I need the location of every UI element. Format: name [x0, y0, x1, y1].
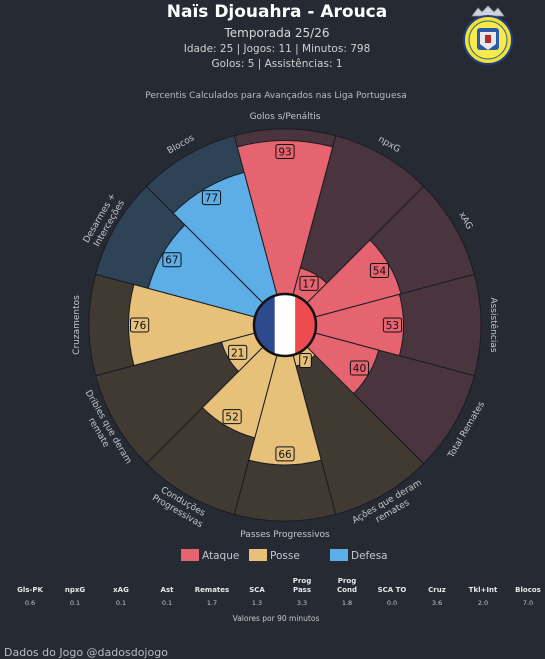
value-label-remates: 40 — [353, 363, 366, 375]
value-box-passes — [275, 446, 295, 462]
category-label-cruz: Cruzamentos — [72, 295, 82, 355]
value-box-dribles — [228, 344, 248, 360]
category-label-golos: Golos s/Penáltis — [250, 112, 321, 122]
value-box-xag — [369, 262, 390, 278]
value-box-remates — [349, 360, 370, 376]
value-label-cruz: 76 — [133, 320, 147, 332]
value-box-blocos — [201, 190, 222, 206]
legend-swatch-defesa — [330, 549, 348, 561]
value-label-assist: 53 — [386, 320, 399, 332]
legend: Ataque Posse Defesa — [181, 549, 388, 562]
stat-value: 0.6 — [25, 599, 35, 607]
arouca-crest-icon — [463, 5, 513, 65]
value-box-assist — [382, 317, 403, 333]
value-label-dribles: 21 — [231, 347, 244, 359]
stat-header: Blocos — [515, 586, 541, 594]
legend-label-ataque: Ataque — [202, 550, 239, 562]
season-text: Temporada 25/26 — [224, 26, 330, 40]
legend-swatch-ataque — [181, 549, 199, 561]
stat-header: Remates — [195, 586, 229, 594]
value-box-desarmes — [162, 252, 182, 268]
value-label-blocos: 77 — [205, 193, 218, 205]
value-box-cruz — [130, 317, 150, 333]
info-line-2: Golos: 5 | Assistências: 1 — [211, 58, 342, 70]
value-box-npxg — [299, 275, 319, 291]
page-title: Naïs Djouahra - Arouca — [167, 2, 387, 22]
category-label-xag: xAG — [456, 211, 474, 232]
stat-value: 7.0 — [523, 599, 533, 607]
stat-value: 1.7 — [207, 599, 217, 607]
info-line-1: Idade: 25 | Jogos: 11 | Minutos: 798 — [184, 43, 371, 55]
chart-subtitle: Percentis Calculados para Avançados nas … — [145, 91, 406, 101]
stat-header: SCA — [249, 586, 265, 594]
radar-chart: 93 17 54 53 40 7 66 52 21 76 67 77 Golos s/Penáltis n… — [72, 112, 499, 540]
stat-value: 2.0 — [478, 599, 488, 607]
legend-label-posse: Posse — [270, 550, 300, 562]
value-box-golos — [275, 144, 295, 160]
value-label-npxg: 17 — [302, 278, 315, 290]
stat-value: 0.1 — [162, 599, 172, 607]
category-label-assist: Assistências — [488, 297, 499, 352]
stat-header: Prog Cond — [337, 577, 357, 594]
stat-value: 1.3 — [252, 599, 262, 607]
stat-header: Cruz — [428, 586, 446, 594]
legend-swatch-posse — [249, 549, 267, 561]
stats-caption: Valores por 90 minutos — [233, 614, 320, 623]
stats-table: Gls-PK 0.6 npxG 0.1 xAG 0.1 Ast 0.1 Remates 1.7 SC… — [17, 577, 541, 607]
france-flag-icon — [252, 292, 318, 358]
stat-header: Ast — [161, 586, 175, 594]
value-label-conducoes: 52 — [225, 412, 238, 424]
value-label-passes: 66 — [278, 449, 292, 461]
stat-header: Prog Pass — [293, 577, 311, 594]
value-label-acoes: 7 — [302, 356, 309, 368]
value-label-golos: 93 — [278, 147, 291, 159]
stat-header: Tkl+Int — [469, 586, 498, 594]
stat-header: SCA TO — [378, 586, 407, 594]
value-label-desarmes: 67 — [165, 255, 178, 267]
stat-value: 0.0 — [387, 599, 397, 607]
stat-value: 1.8 — [342, 599, 352, 607]
value-box-acoes — [299, 353, 312, 369]
category-label-passes: Passes Progressivos — [240, 530, 330, 540]
stat-header: Gls-PK — [17, 586, 43, 594]
footer-credit: Dados do Jogo @dadosdojogo — [4, 646, 168, 659]
stat-value: 0.1 — [70, 599, 80, 607]
stat-value: 3.6 — [432, 599, 442, 607]
value-box-conducoes — [222, 409, 242, 425]
stat-header: npxG — [65, 586, 86, 594]
legend-label-defesa: Defesa — [351, 550, 388, 562]
value-label-xag: 54 — [373, 265, 387, 277]
stat-header: xAG — [113, 586, 129, 594]
category-label-npxg: npxG — [376, 135, 402, 156]
stat-value: 3.3 — [297, 599, 307, 607]
stat-value: 0.1 — [116, 599, 126, 607]
